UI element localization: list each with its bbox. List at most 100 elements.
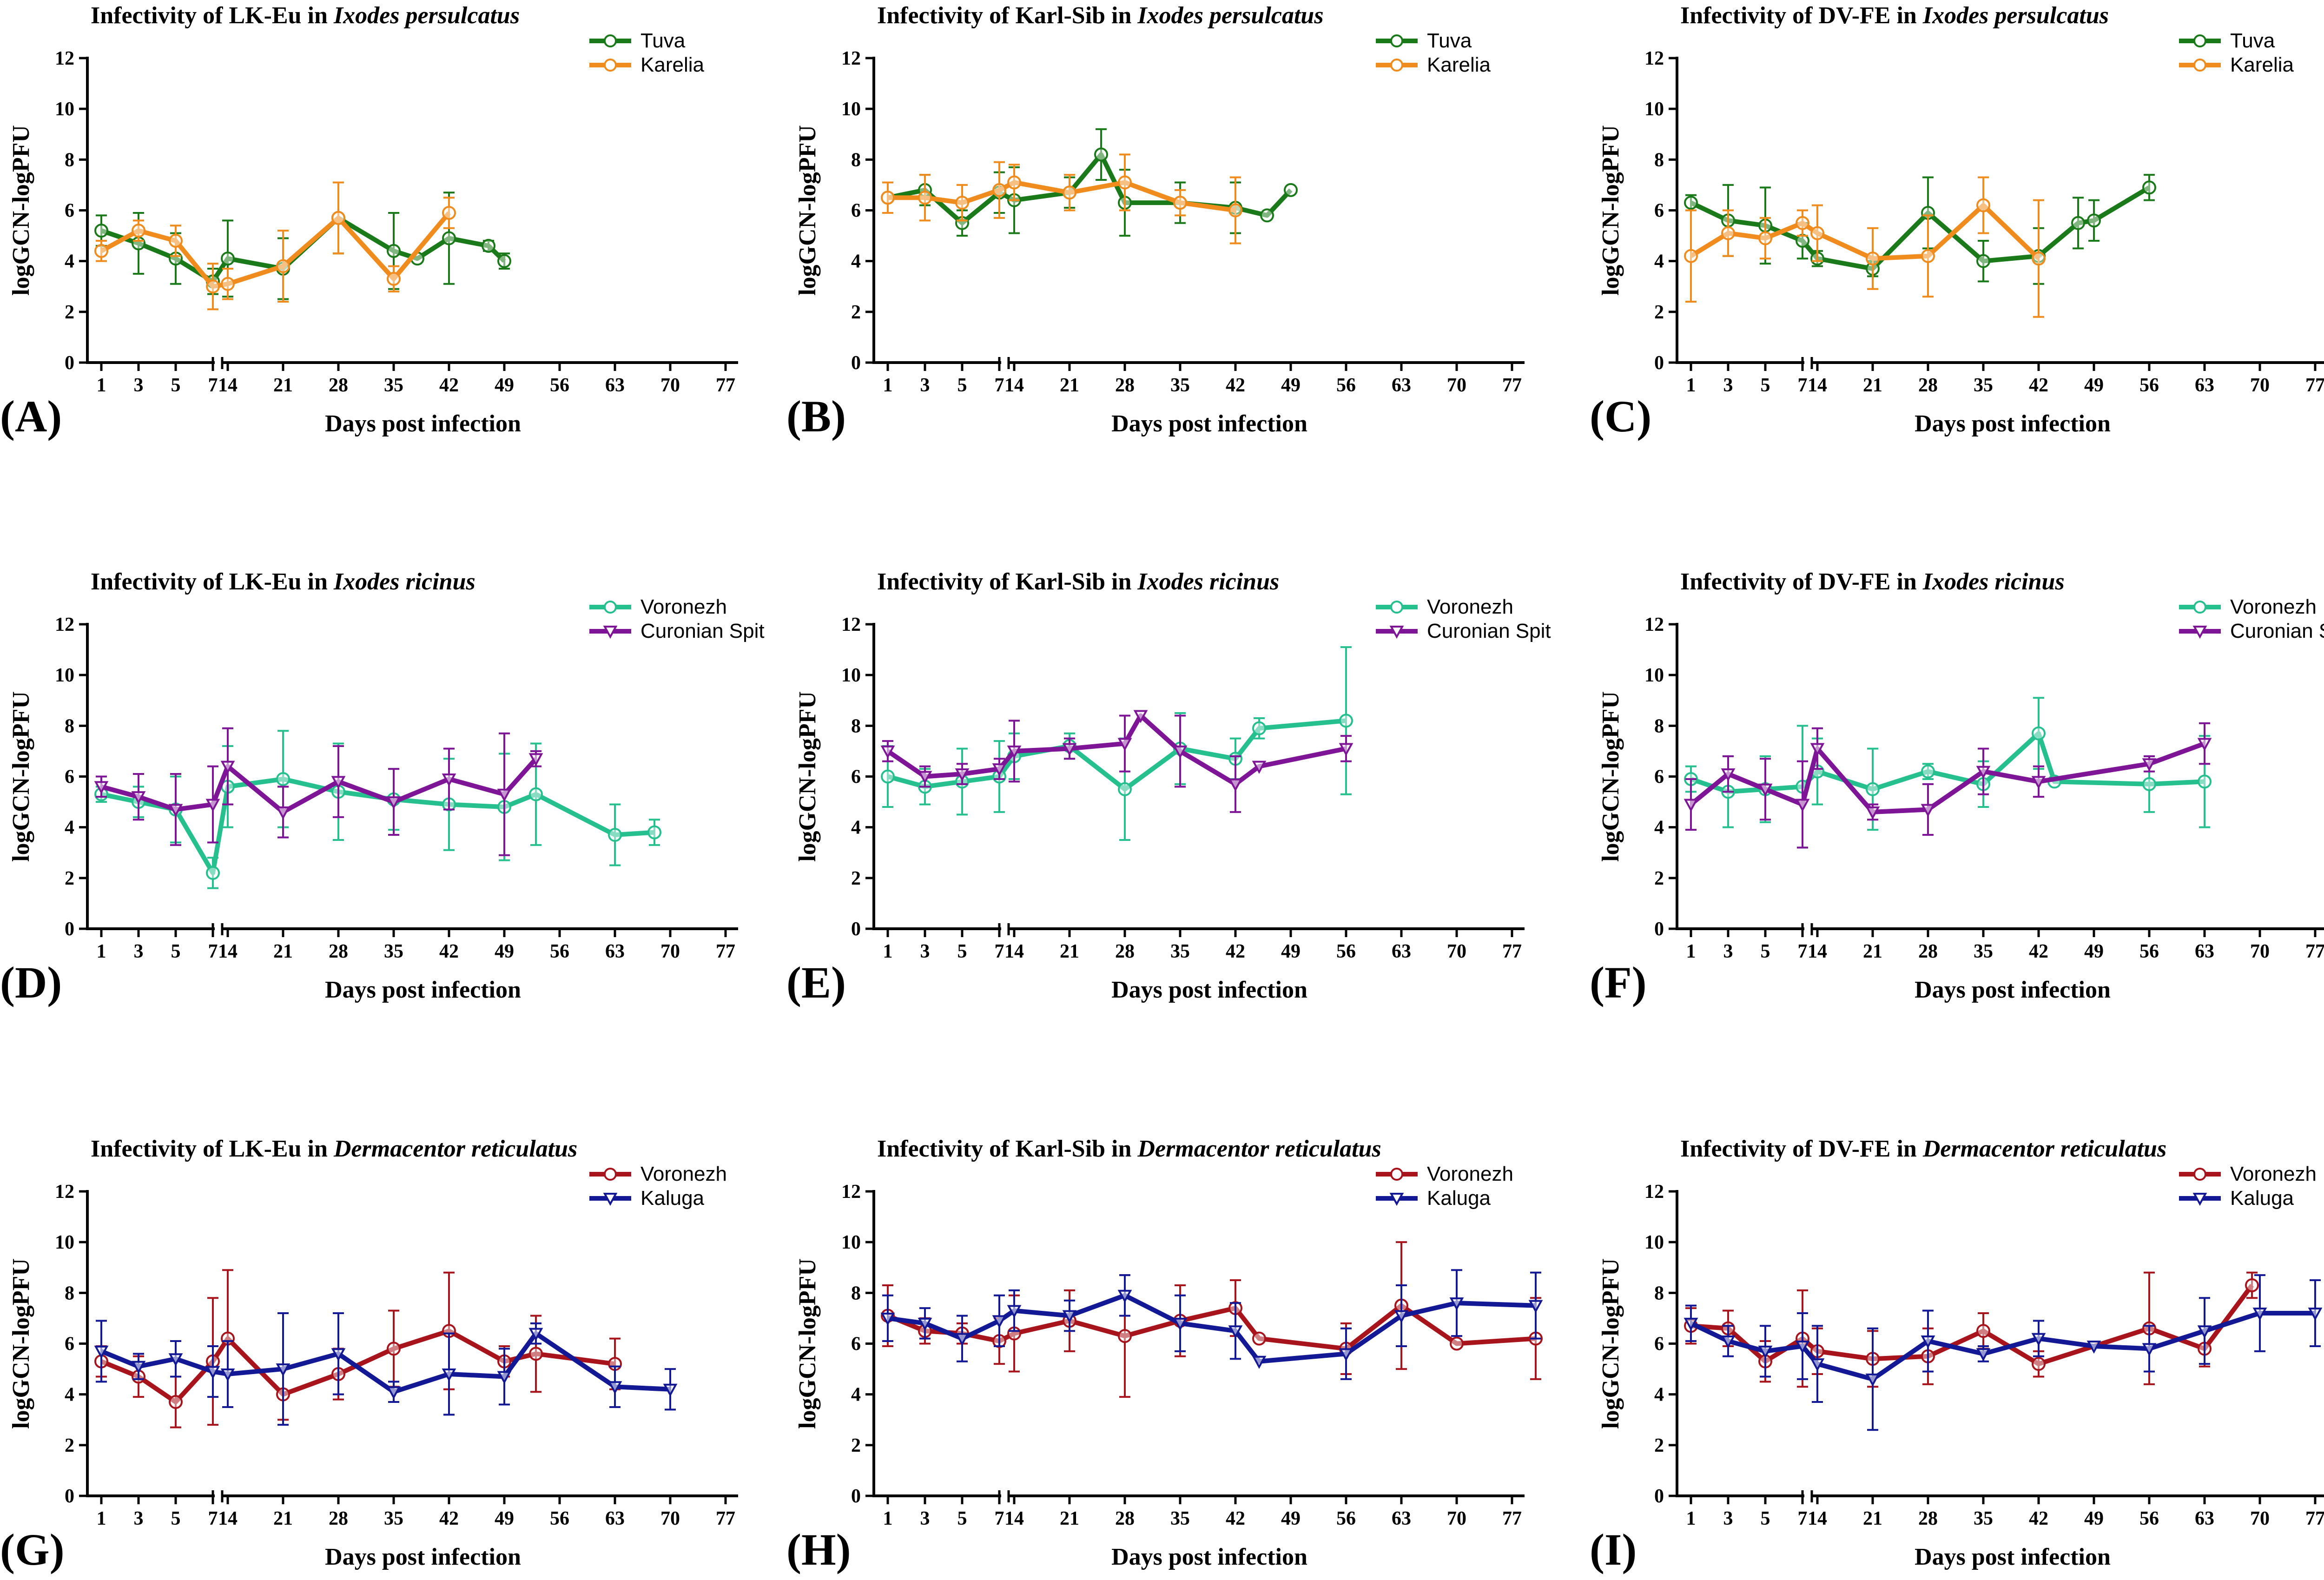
x-tick-label: 42 <box>439 1508 459 1529</box>
data-point <box>1118 1329 1132 1343</box>
series-curonian-spit <box>1684 722 2212 849</box>
x-tick-label: 3 <box>1723 941 1733 962</box>
x-tick-label: 3 <box>134 375 144 396</box>
data-point <box>1252 1355 1267 1369</box>
data-point <box>1228 778 1243 792</box>
panel-title: Infectivity of Karl-Sib in Ixodes persul… <box>877 2 1324 29</box>
x-tick-label: 14 <box>218 1508 238 1529</box>
legend-label: Curonian Spit <box>2230 620 2324 642</box>
data-point <box>2142 777 2156 791</box>
legend-marker <box>2193 59 2206 72</box>
y-tick-label: 6 <box>851 767 861 788</box>
y-tick-label: 4 <box>851 817 861 839</box>
y-tick-label: 0 <box>1654 1486 1664 1507</box>
legend-label: Karelia <box>2230 53 2294 76</box>
y-tick-label: 6 <box>1654 200 1664 222</box>
data-point <box>1007 745 1022 759</box>
x-tick-label: 70 <box>660 375 680 396</box>
panel-letter: (E) <box>786 958 846 1007</box>
data-point <box>1063 185 1076 200</box>
chart-panel-e: Infectivity of Karl-Sib in Ixodes ricinu… <box>786 569 1551 1007</box>
x-tick-label: 5 <box>171 941 181 962</box>
x-axis-label: Days post infection <box>325 977 521 1003</box>
data-point <box>1118 175 1132 190</box>
data-point <box>2142 1343 2157 1356</box>
series-voronezh <box>881 1241 1543 1398</box>
data-point <box>1062 743 1077 756</box>
x-tick-label: 49 <box>2084 375 2104 396</box>
data-point <box>205 799 220 812</box>
x-tick-label: 1 <box>97 941 106 962</box>
data-point <box>497 788 512 802</box>
x-tick-label: 7 <box>995 941 1004 962</box>
y-tick-label: 6 <box>65 1334 74 1355</box>
y-tick-label: 2 <box>851 868 861 889</box>
x-axis-label: Days post infection <box>1915 1544 2111 1570</box>
y-tick-label: 2 <box>851 302 861 323</box>
x-tick-label: 56 <box>2139 941 2159 962</box>
data-point <box>1394 1310 1409 1323</box>
x-tick-label: 5 <box>171 375 181 396</box>
x-tick-label: 7 <box>995 1508 1004 1529</box>
x-tick-label: 21 <box>273 941 293 962</box>
legend-label: Voronezh <box>640 595 727 618</box>
series-curonian-spit <box>880 710 1353 813</box>
legend-label: Kaluga <box>1427 1187 1491 1210</box>
data-point <box>1796 216 1809 230</box>
legend-label: Kaluga <box>640 1187 705 1210</box>
y-axis-label: logGCN-logPFU <box>1598 691 1624 862</box>
data-point <box>2031 1333 2046 1346</box>
data-point <box>647 825 661 840</box>
y-tick-label: 10 <box>841 665 861 686</box>
data-point <box>1758 231 1772 245</box>
data-point <box>1865 1373 1880 1387</box>
x-tick-label: 7 <box>1798 375 1808 396</box>
x-tick-label: 21 <box>1863 1508 1882 1529</box>
x-tick-label: 5 <box>957 941 967 962</box>
x-tick-label: 77 <box>716 375 735 396</box>
x-axis-label: Days post infection <box>1915 410 2111 437</box>
x-tick-label: 63 <box>605 941 625 962</box>
x-tick-label: 3 <box>920 375 930 396</box>
x-tick-label: 63 <box>1392 941 1411 962</box>
panel-title-prefix: Infectivity of DV-FE in <box>1680 2 1923 29</box>
x-tick-label: 70 <box>2250 1508 2270 1529</box>
chart-panel-b: Infectivity of Karl-Sib in Ixodes persul… <box>786 2 1525 441</box>
legend-marker <box>1390 1168 1403 1181</box>
data-point <box>1758 1345 1773 1359</box>
y-tick-label: 10 <box>1644 665 1664 686</box>
data-point <box>2032 251 2046 266</box>
x-tick-label: 21 <box>273 375 293 396</box>
legend-marker <box>2193 601 2206 614</box>
x-tick-label: 5 <box>957 1508 967 1529</box>
panel-title: Infectivity of LK-Eu in Dermacentor reti… <box>91 1136 577 1162</box>
data-point <box>482 238 495 253</box>
legend-marker <box>604 34 617 47</box>
data-point <box>1339 714 1353 728</box>
x-tick-label: 70 <box>1447 1508 1466 1529</box>
data-point <box>1976 254 1990 268</box>
data-point <box>1252 1331 1266 1346</box>
y-tick-label: 4 <box>851 1384 861 1406</box>
y-tick-label: 12 <box>55 48 74 69</box>
data-point <box>442 773 456 787</box>
x-tick-label: 56 <box>1336 375 1356 396</box>
data-point <box>2032 1357 2046 1371</box>
data-point <box>276 772 290 786</box>
x-axis-label: Days post infection <box>1111 410 1307 437</box>
x-tick-label: 28 <box>1115 941 1135 962</box>
data-point <box>1173 196 1187 210</box>
panel-title: Infectivity of DV-FE in Dermacentor reti… <box>1680 1136 2166 1162</box>
x-tick-label: 35 <box>1974 375 1993 396</box>
x-tick-label: 77 <box>1502 375 1522 396</box>
x-tick-label: 49 <box>2084 941 2104 962</box>
legend-label: Tuva <box>640 29 686 52</box>
y-tick-label: 10 <box>55 1232 74 1253</box>
chart-panel-a: Infectivity of LK-Eu in Ixodes persulcat… <box>0 2 738 441</box>
data-point <box>1117 738 1132 751</box>
x-tick-label: 1 <box>883 1508 893 1529</box>
y-tick-label: 2 <box>65 868 74 889</box>
legend-marker <box>1390 601 1403 614</box>
data-point <box>2071 216 2085 230</box>
y-tick-label: 8 <box>1654 149 1664 171</box>
